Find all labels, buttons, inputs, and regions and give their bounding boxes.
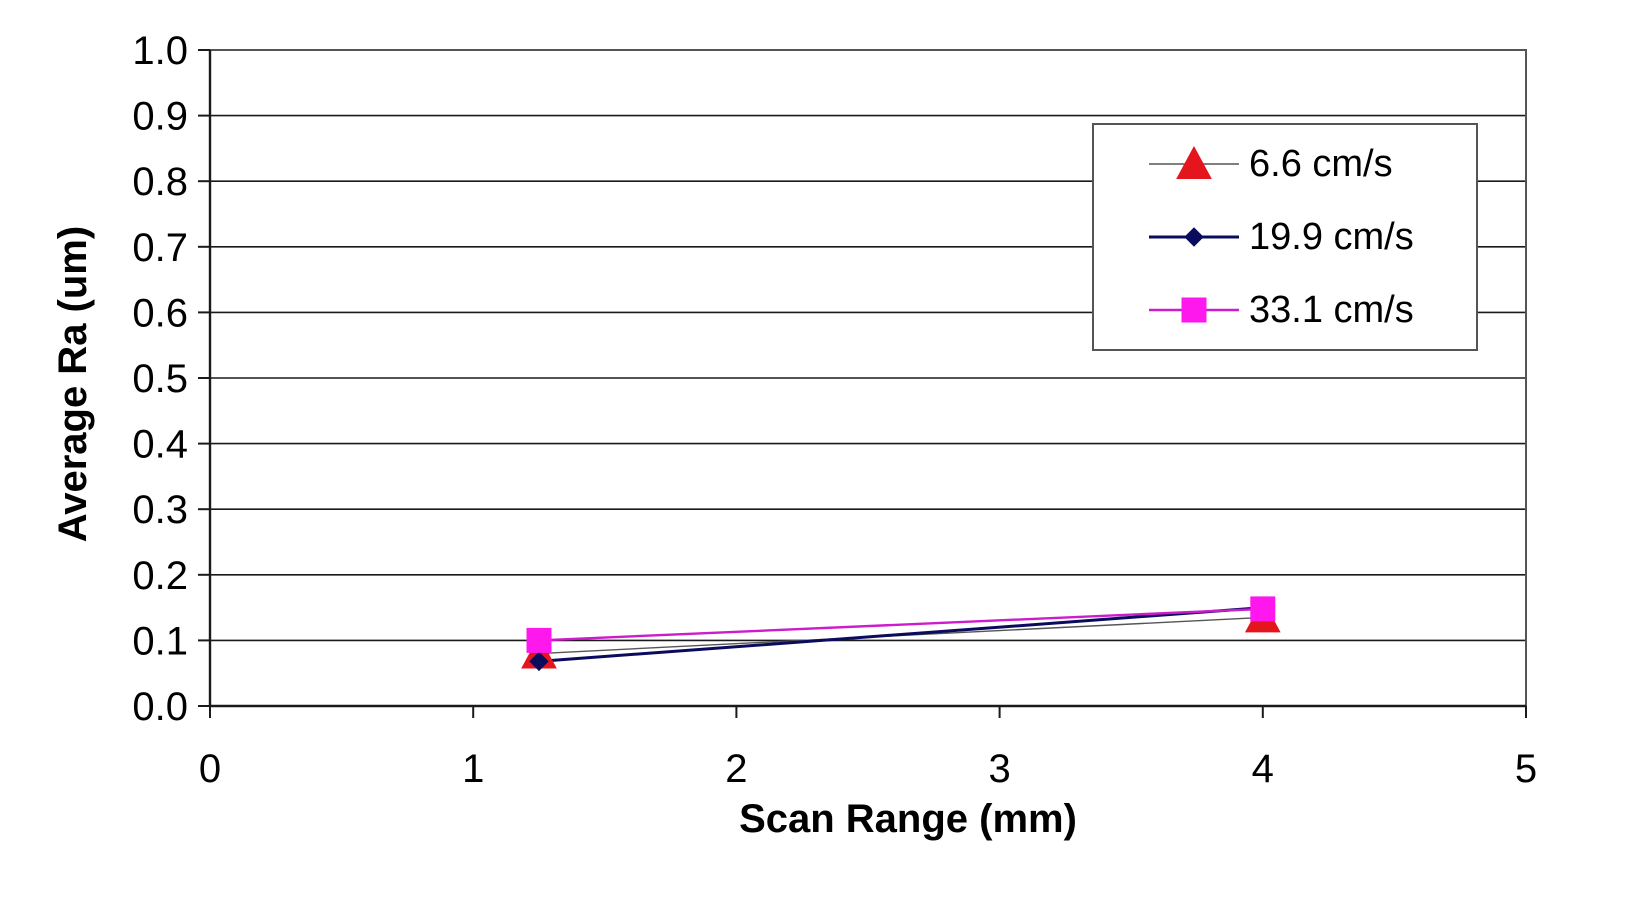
y-axis-title: Average Ra (um) bbox=[51, 226, 95, 542]
x-tick-label: 3 bbox=[988, 747, 1010, 791]
legend: 6.6 cm/s 19.9 cm/s 33.1 cm/s bbox=[1092, 123, 1478, 351]
legend-marker bbox=[1176, 145, 1212, 179]
data-point bbox=[1250, 596, 1276, 622]
y-tick-label: 0.3 bbox=[132, 488, 188, 532]
y-tick-label: 0.0 bbox=[132, 685, 188, 729]
legend-label: 33.1 cm/s bbox=[1249, 289, 1414, 331]
y-tick-label: 0.6 bbox=[132, 291, 188, 335]
y-tick-label: 0.8 bbox=[132, 160, 188, 204]
x-tick-label: 0 bbox=[199, 747, 221, 791]
x-tick-label: 2 bbox=[725, 747, 747, 791]
series-line bbox=[538, 607, 1263, 642]
axes: 0.0 0.1 0.2 0.3 0.4 0.5 0.6 0.7 0.8 0.9 1.0 0 1 2 3 4 5 bbox=[132, 29, 1537, 791]
x-tick-label: 4 bbox=[1252, 747, 1274, 791]
x-tick-label: 1 bbox=[462, 747, 484, 791]
legend-marker bbox=[1184, 227, 1204, 247]
x-axis-title: Scan Range (mm) bbox=[739, 797, 1077, 841]
series-markers bbox=[521, 596, 1281, 672]
y-tick-label: 0.7 bbox=[132, 226, 188, 270]
data-point bbox=[526, 627, 552, 653]
y-tick-label: 1.0 bbox=[132, 29, 188, 73]
y-tick-label: 0.1 bbox=[132, 619, 188, 663]
legend-label: 19.9 cm/s bbox=[1249, 216, 1414, 258]
x-tick-label: 5 bbox=[1515, 747, 1537, 791]
y-tick-label: 0.2 bbox=[132, 554, 188, 598]
legend-label: 6.6 cm/s bbox=[1249, 143, 1393, 185]
gridlines bbox=[210, 114, 1526, 642]
y-tick-label: 0.5 bbox=[132, 357, 188, 401]
series-line bbox=[538, 606, 1263, 663]
data-point bbox=[529, 651, 549, 672]
y-tick-label: 0.4 bbox=[132, 423, 188, 467]
y-tick-label: 0.9 bbox=[132, 95, 188, 139]
series-lines bbox=[538, 606, 1263, 663]
legend-marker bbox=[1181, 297, 1207, 323]
